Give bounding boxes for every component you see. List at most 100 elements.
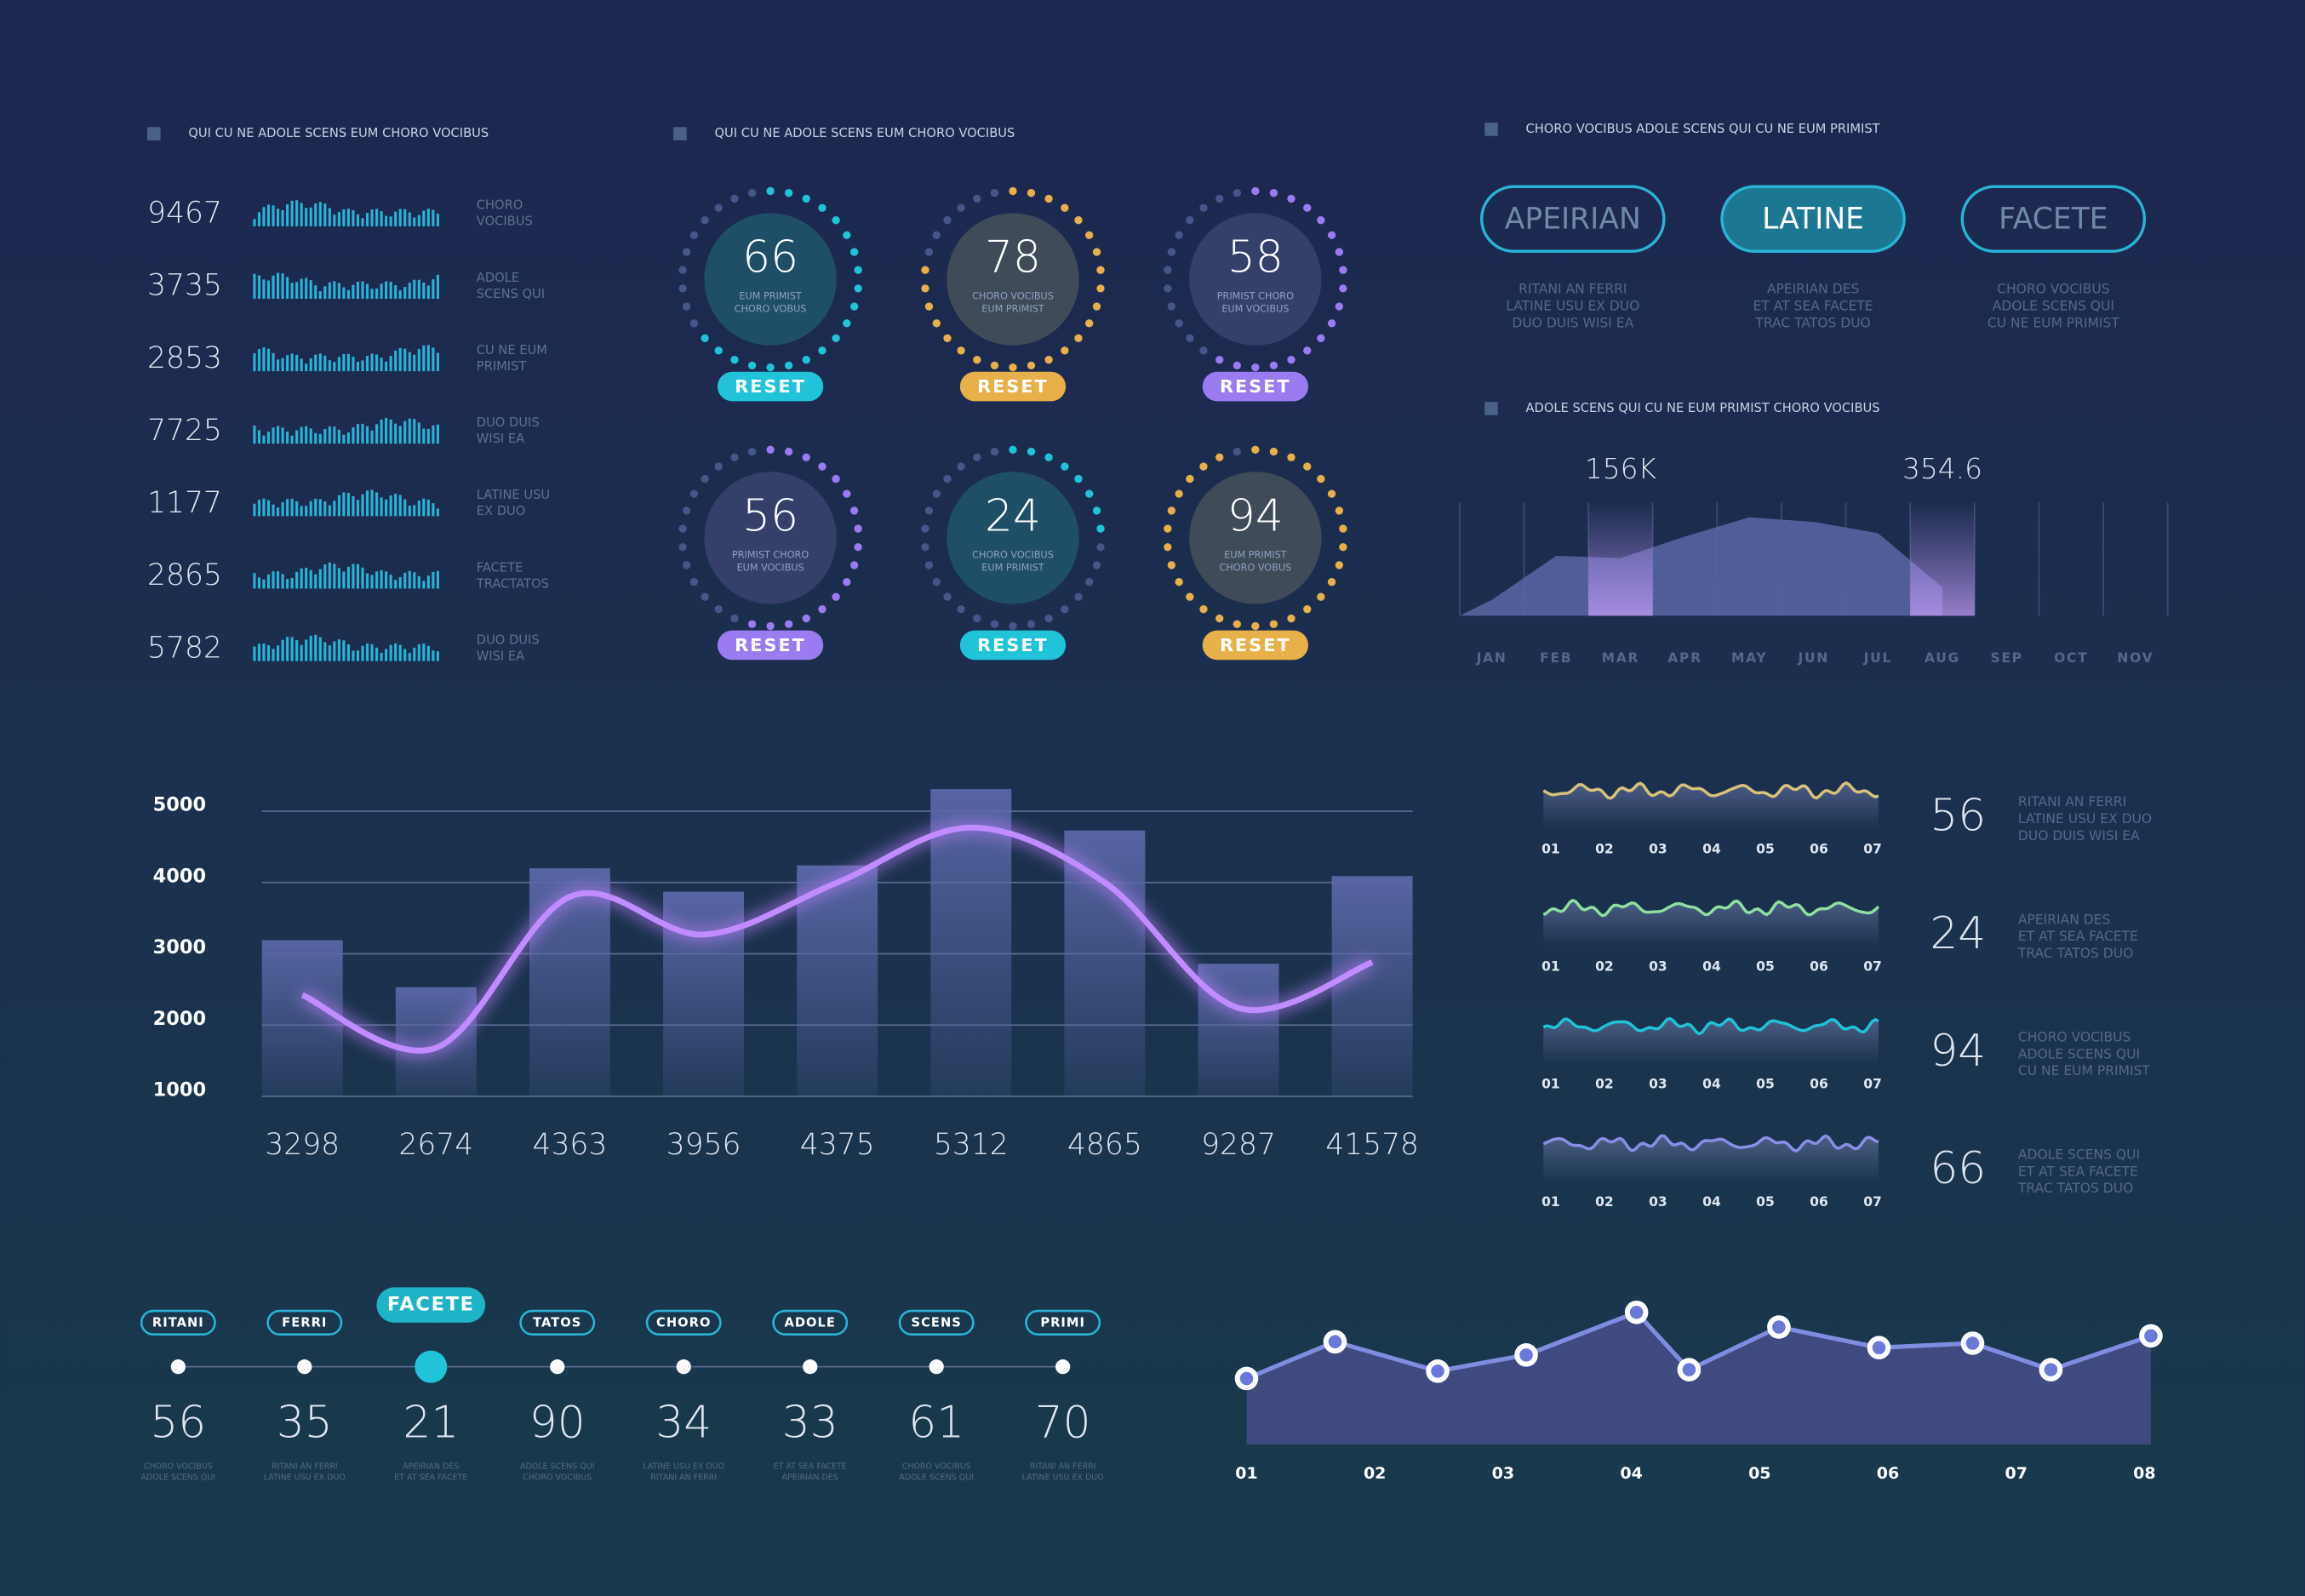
gauge-dot <box>843 578 851 586</box>
spark-bar <box>417 501 420 517</box>
reset-button[interactable] <box>717 630 824 661</box>
tag-label[interactable]: ADOLE <box>784 1316 836 1330</box>
spark-bar <box>272 571 275 589</box>
gauge-ring <box>1164 186 1347 372</box>
reset-label[interactable]: RESET <box>977 635 1049 655</box>
tag[interactable] <box>376 1287 486 1323</box>
row-value: 1177 <box>147 486 222 520</box>
y-tick-label: 4000 <box>153 865 206 887</box>
spark-bar <box>432 279 435 300</box>
spark-bar <box>426 209 430 226</box>
tag-label[interactable]: PRIMI <box>1040 1316 1085 1330</box>
gauge-dot <box>921 543 929 552</box>
gauge-caption: PRIMIST CHORO <box>732 550 809 561</box>
wave-caption: ADOLE SCENS QUI <box>2018 1046 2140 1061</box>
spark-bar <box>257 644 261 661</box>
gauge-dot <box>678 284 687 293</box>
point-core <box>1965 1336 1980 1350</box>
tag-label[interactable]: FACETE <box>387 1294 475 1316</box>
tag[interactable] <box>519 1309 596 1336</box>
spark-bar <box>352 427 355 444</box>
tag[interactable] <box>645 1309 722 1336</box>
spark-bar <box>413 279 416 300</box>
x-tick-label: 4375 <box>800 1128 875 1162</box>
spark-bar <box>318 637 322 661</box>
wave-fill <box>1543 1018 1879 1064</box>
toggle-button[interactable] <box>1480 185 1666 253</box>
reset-button[interactable] <box>1202 371 1309 402</box>
y-tick-label: 2000 <box>153 1008 206 1030</box>
row-label: LATINE USU <box>477 488 550 502</box>
tag-label[interactable]: SCENS <box>912 1316 962 1330</box>
reset-button[interactable] <box>1202 630 1309 661</box>
spark-bar <box>333 215 336 226</box>
gauge-dot <box>1074 474 1083 483</box>
gauge-dot <box>1215 194 1224 203</box>
spark-bar <box>346 432 350 444</box>
spark-bar <box>389 419 392 444</box>
reset-label[interactable]: RESET <box>1220 635 1291 655</box>
spark-bar <box>356 214 360 226</box>
tag[interactable] <box>266 1309 343 1336</box>
tag[interactable] <box>140 1309 216 1336</box>
gauge-dot <box>943 474 952 483</box>
gauge-dot <box>1339 266 1347 274</box>
spark-bar <box>370 489 374 517</box>
spark-bar <box>370 353 374 372</box>
toggle-label[interactable]: APEIRIAN <box>1505 202 1641 236</box>
gauge-dot <box>1092 248 1101 256</box>
reset-label[interactable]: RESET <box>735 376 806 397</box>
spark-bar <box>300 426 303 444</box>
tag-label[interactable]: RITANI <box>152 1316 204 1330</box>
reset-label[interactable]: RESET <box>735 635 806 655</box>
tag-label[interactable]: FERRI <box>282 1316 327 1330</box>
toggle-label[interactable]: FACETE <box>1999 202 2108 236</box>
gauge-ring <box>678 445 862 631</box>
gauge-dot <box>682 248 691 256</box>
gauge-dot <box>1186 592 1194 601</box>
spark-bar <box>346 353 350 372</box>
spark-bar <box>394 423 398 444</box>
gauge-dot <box>1233 361 1241 370</box>
spark-bar <box>262 207 266 226</box>
tag[interactable] <box>772 1309 849 1336</box>
reset-label[interactable]: RESET <box>977 376 1049 397</box>
spark-bar <box>385 499 388 517</box>
reset-button[interactable] <box>959 371 1067 402</box>
spark-bar <box>426 645 430 661</box>
timeline-caption: CHORO VOCIBUS <box>523 1473 592 1483</box>
gauge-dot <box>701 216 709 225</box>
point-core <box>1872 1341 1886 1354</box>
spark-bar <box>389 216 392 226</box>
spark-bar <box>408 570 411 589</box>
spark-bar <box>300 644 303 661</box>
toggle-button[interactable] <box>1960 185 2147 253</box>
spark-bar <box>375 288 379 300</box>
gauge-dot <box>924 561 934 569</box>
gauge-dot <box>1009 445 1017 454</box>
wave-tick: 04 <box>1702 959 1721 975</box>
spark-bar <box>432 503 435 517</box>
gauge-dot <box>1317 474 1325 483</box>
spark-bar <box>309 428 312 444</box>
spark-bar <box>352 357 355 372</box>
wave-tick: 05 <box>1756 1077 1775 1092</box>
reset-button[interactable] <box>959 630 1067 661</box>
gauge-dot <box>802 614 810 623</box>
toggle-button[interactable] <box>1720 185 1906 253</box>
spark-bar <box>436 570 439 589</box>
spark-bar <box>328 426 331 444</box>
spark-bar <box>309 280 312 300</box>
gauge-dot <box>990 447 999 456</box>
tag-label[interactable]: CHORO <box>656 1316 711 1330</box>
reset-label[interactable]: RESET <box>1220 376 1291 397</box>
reset-button[interactable] <box>717 371 824 402</box>
spark-bar <box>375 424 379 444</box>
tag[interactable] <box>1025 1309 1101 1336</box>
spark-bar <box>328 208 331 226</box>
tag-label[interactable]: TATOS <box>533 1316 581 1330</box>
tag[interactable] <box>898 1309 975 1336</box>
timeline-dot <box>550 1359 565 1375</box>
toggle-label[interactable]: LATINE <box>1762 202 1864 236</box>
row-label: ADOLE <box>477 271 519 285</box>
